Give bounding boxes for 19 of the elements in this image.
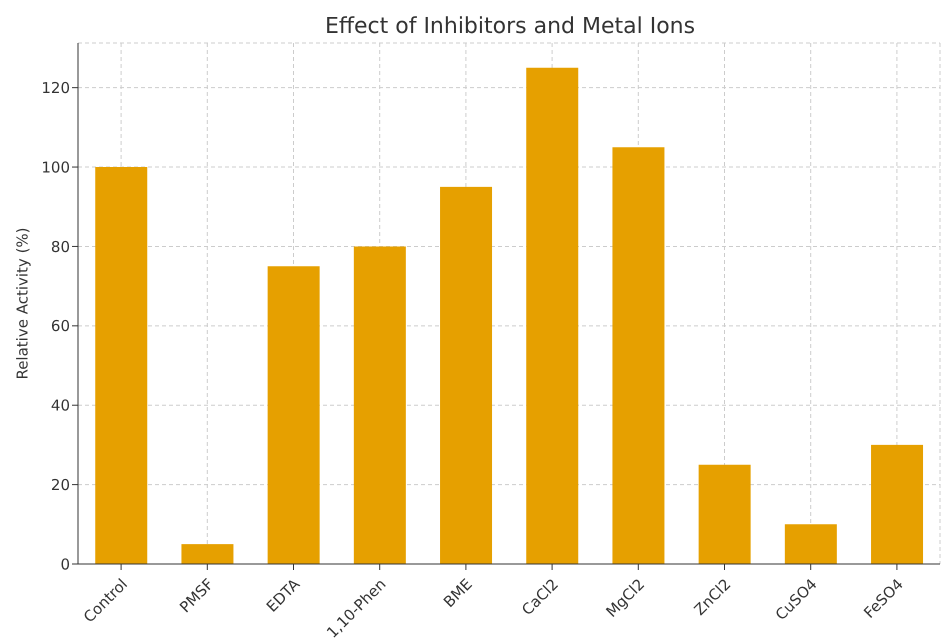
y-tick-label: 120 [41,78,70,97]
y-tick-label: 100 [41,158,70,176]
bar [181,544,234,564]
y-tick-label: 0 [60,555,70,574]
bar [612,147,664,564]
bar [526,68,578,564]
bar [354,246,406,564]
bar [871,444,924,564]
chart-title: Effect of Inhibitors and Metal Ions [324,14,696,39]
y-axis-title: Relative Activity (%) [13,227,32,380]
y-tick-label: 80 [50,238,70,256]
bar [268,266,320,564]
bar [698,464,751,564]
bar [95,167,148,564]
y-tick-label: 20 [50,476,70,494]
y-tick-label: 60 [50,317,70,336]
bar [784,524,837,564]
bar [440,186,492,564]
y-tick-label: 40 [50,396,70,415]
